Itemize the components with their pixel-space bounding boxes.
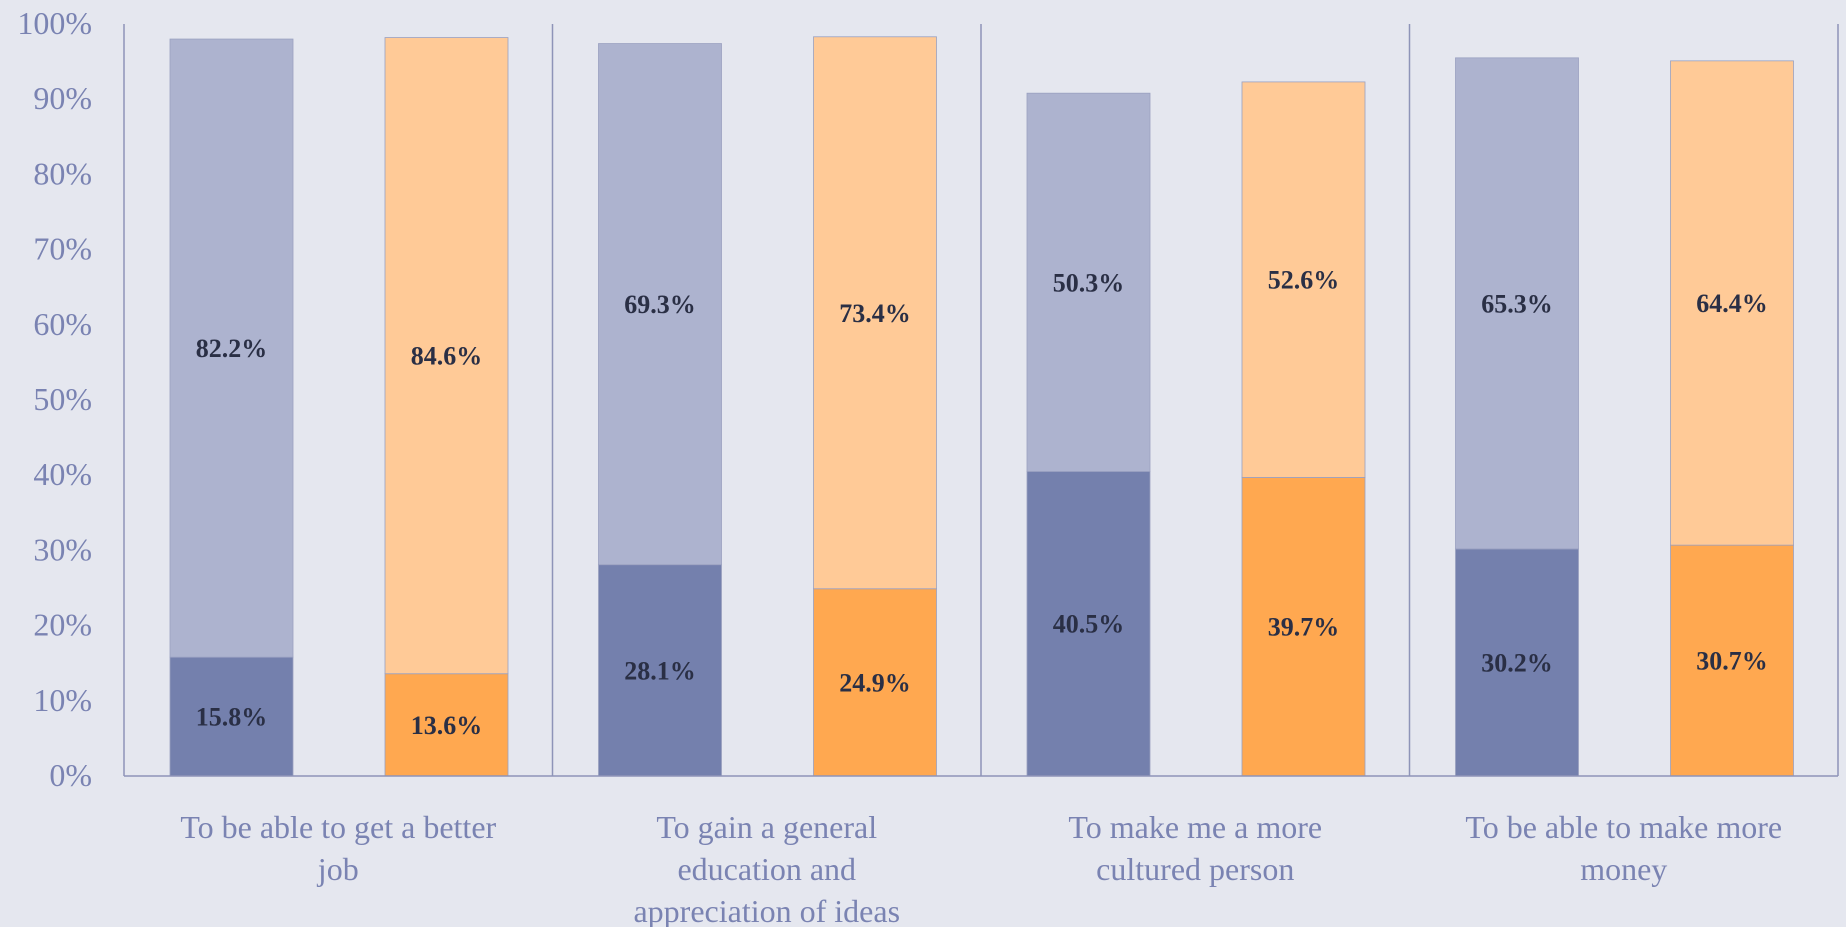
category-label: money xyxy=(1580,851,1667,887)
bar-segment-top xyxy=(1455,57,1579,550)
data-label: 30.7% xyxy=(1696,647,1768,676)
data-label: 50.3% xyxy=(1053,268,1125,297)
data-label: 69.3% xyxy=(624,290,696,319)
bar-segment-top xyxy=(1670,60,1794,546)
data-label: 13.6% xyxy=(411,711,483,740)
y-tick-label: 20% xyxy=(33,607,92,643)
category-labels: To be able to get a better job To gain a g… xyxy=(180,809,1782,927)
data-label: 24.9% xyxy=(839,668,911,697)
bar-segment-bottom xyxy=(1670,544,1794,777)
category-label: To make me a more xyxy=(1068,809,1322,845)
data-label: 84.6% xyxy=(411,342,483,371)
data-label: 39.7% xyxy=(1268,613,1340,642)
bar-segment-bottom xyxy=(384,673,509,777)
y-tick-label: 40% xyxy=(33,456,92,492)
bar-segment-bottom xyxy=(1241,477,1366,777)
category-label: appreciation of ideas xyxy=(633,893,900,927)
category-label: job xyxy=(317,851,359,887)
y-tick-label: 80% xyxy=(33,155,92,191)
data-label: 52.6% xyxy=(1268,266,1340,295)
value-labels: 15.8% 82.2% 13.6% 84.6% 28.1% 69.3% 24.9% 73.4%… xyxy=(196,266,1768,740)
category-label: To be able to make more xyxy=(1465,809,1782,845)
y-tick-label: 10% xyxy=(33,682,92,718)
y-tick-label: 0% xyxy=(49,757,92,793)
bar-segment-top xyxy=(1241,81,1366,478)
bar-segment-top xyxy=(598,43,722,566)
y-tick-label: 100% xyxy=(17,5,92,41)
category-separators xyxy=(123,24,1839,776)
y-tick-label: 70% xyxy=(33,231,92,267)
bar-segment-top xyxy=(1026,92,1151,472)
category-label: cultured person xyxy=(1096,851,1294,887)
category-label: To be able to get a better xyxy=(180,809,496,845)
category-label: To gain a general xyxy=(656,809,877,845)
data-label: 65.3% xyxy=(1481,289,1553,318)
y-tick-label: 30% xyxy=(33,531,92,567)
data-label: 28.1% xyxy=(624,656,696,685)
y-axis-ticks: 0% 10% 20% 30% 40% 50% 60% 70% 80% 90% 100% xyxy=(17,5,92,793)
y-tick-label: 50% xyxy=(33,381,92,417)
data-label: 30.2% xyxy=(1481,648,1553,677)
bar-segment-top xyxy=(384,37,509,675)
data-label: 15.8% xyxy=(196,703,268,732)
bar-segment-bottom xyxy=(1455,548,1579,777)
data-label: 73.4% xyxy=(839,299,911,328)
data-label: 40.5% xyxy=(1053,610,1125,639)
bar-segment-bottom xyxy=(1026,471,1151,777)
data-label: 82.2% xyxy=(196,334,268,363)
category-label: education and xyxy=(677,851,856,887)
data-label: 64.4% xyxy=(1696,289,1768,318)
bar-segment-top xyxy=(813,36,937,590)
bar-segment-top xyxy=(169,38,294,658)
y-tick-label: 60% xyxy=(33,306,92,342)
y-tick-label: 90% xyxy=(33,80,92,116)
bar-segment-bottom xyxy=(598,564,722,777)
bars xyxy=(169,36,1794,777)
bar-segment-bottom xyxy=(813,588,937,777)
